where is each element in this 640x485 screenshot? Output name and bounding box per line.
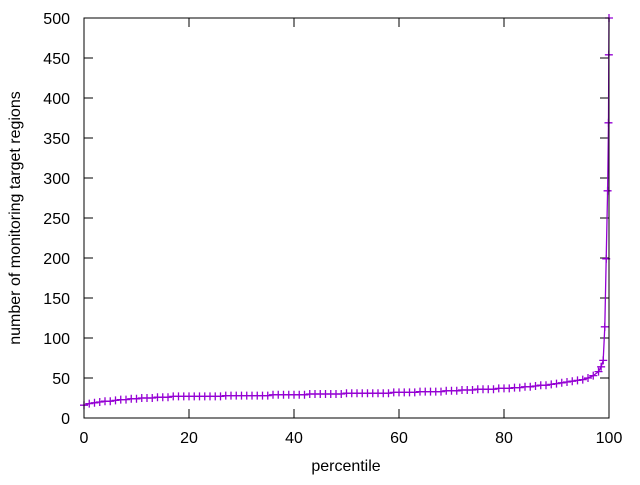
data-point [90, 398, 99, 407]
data-point [547, 380, 556, 389]
data-point [132, 394, 141, 403]
data-point [603, 186, 612, 195]
data-point [489, 385, 498, 394]
data-point [594, 367, 603, 376]
data-point [552, 379, 561, 388]
y-tick-label: 0 [61, 411, 70, 428]
series-line [83, 17, 610, 406]
data-point [216, 392, 225, 401]
x-tick-label: 60 [390, 430, 408, 447]
data-point [410, 388, 419, 397]
data-point [578, 375, 587, 384]
data-point [300, 390, 309, 399]
data-point [597, 362, 606, 371]
y-tick-label: 250 [43, 211, 70, 228]
data-point [604, 118, 613, 127]
data-point [384, 389, 393, 398]
plot-frame [83, 17, 610, 419]
data-point [263, 391, 272, 400]
data-point [515, 383, 524, 392]
y-axis-ticks: 0 50 100 150 200 250 300 350 400 450 500 [43, 11, 609, 428]
data-point [452, 386, 461, 395]
y-tick-label: 50 [52, 371, 70, 388]
data-point [95, 398, 104, 406]
y-tick-label: 150 [43, 291, 70, 308]
data-point [599, 356, 608, 365]
data-point [106, 397, 115, 406]
data-point [337, 390, 346, 398]
x-tick-label: 100 [596, 430, 623, 447]
data-point [164, 393, 172, 402]
series-points [80, 14, 613, 410]
y-tick-label: 200 [43, 251, 70, 268]
y-tick-label: 500 [43, 11, 70, 28]
data-point [111, 396, 120, 405]
data-point [557, 378, 566, 387]
x-tick-label: 80 [495, 430, 513, 447]
data-point [526, 382, 535, 391]
y-axis-label: number of monitoring target regions [7, 91, 24, 344]
y-tick-label: 400 [43, 91, 70, 108]
data-point [563, 378, 571, 386]
data-point [568, 377, 577, 386]
data-point [148, 394, 157, 402]
data-point [600, 322, 609, 331]
x-tick-label: 20 [180, 430, 198, 447]
x-axis-label: percentile [311, 458, 380, 475]
data-point [505, 384, 514, 393]
x-tick-label: 40 [285, 430, 303, 447]
data-point [468, 386, 477, 394]
data-point [584, 374, 592, 382]
y-tick-label: 350 [43, 131, 70, 148]
x-tick-label: 0 [80, 430, 89, 447]
y-tick-label: 300 [43, 171, 70, 188]
y-tick-label: 100 [43, 331, 70, 348]
data-point [542, 381, 550, 390]
data-point [531, 382, 540, 390]
data-point [437, 387, 445, 396]
y-tick-label: 450 [43, 51, 70, 68]
data-point [122, 395, 130, 404]
data-point [573, 376, 582, 385]
data-point [85, 399, 94, 408]
data-point [589, 371, 598, 380]
